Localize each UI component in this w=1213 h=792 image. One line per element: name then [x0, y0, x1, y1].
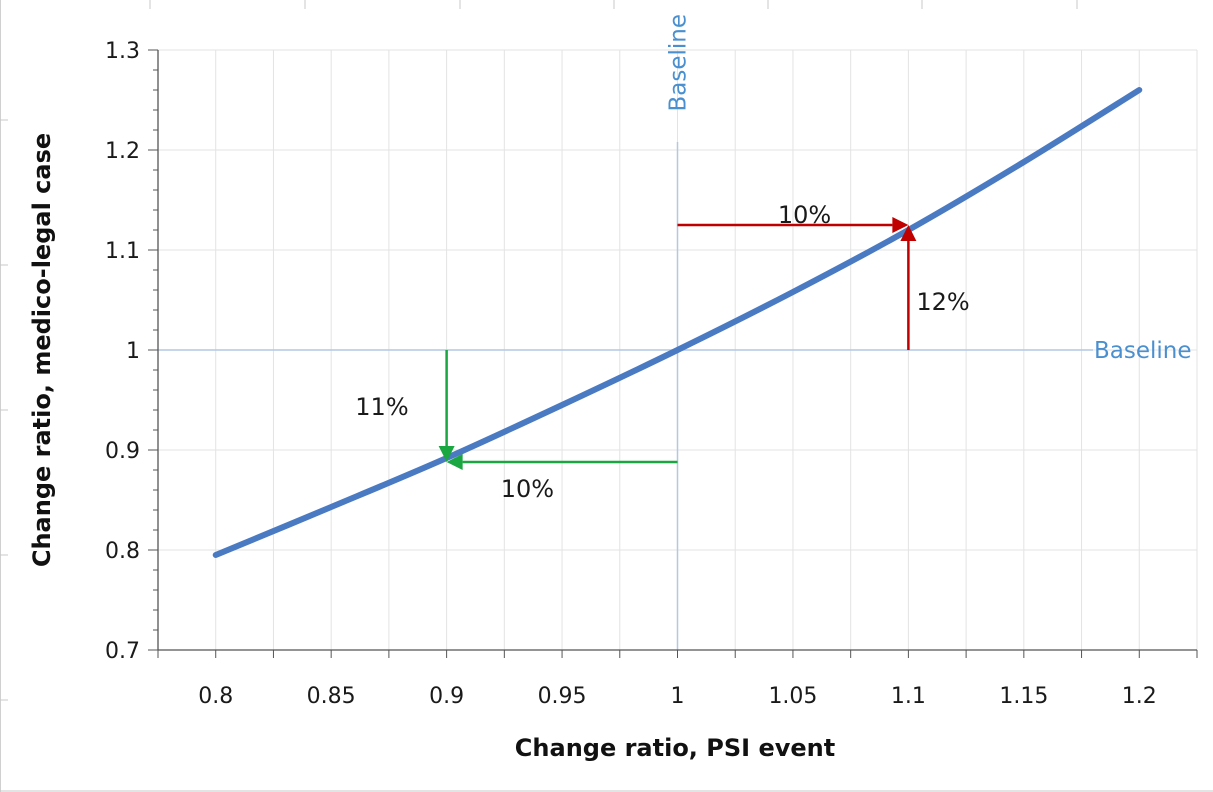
- annotation-label: 10%: [778, 201, 831, 229]
- x-tick-label: 1.15: [999, 684, 1048, 709]
- x-axis-title: Change ratio, PSI event: [515, 734, 835, 762]
- x-tick-label: 1: [671, 684, 685, 709]
- x-tick-label: 0.9: [429, 684, 464, 709]
- annotations: 10% 12% 10% 11%: [355, 201, 969, 503]
- annotation-arrow-head: [446, 454, 463, 470]
- annotation-label: 10%: [501, 475, 554, 503]
- baseline-horizontal-label: Baseline: [1094, 338, 1192, 364]
- baselines: Baseline Baseline: [158, 14, 1192, 650]
- y-tick-label: 0.9: [105, 439, 140, 464]
- y-tick-label: 1.3: [105, 39, 140, 64]
- annotation-label: 11%: [355, 393, 408, 421]
- y-tick-label: 0.7: [105, 639, 140, 664]
- labels: Change ratio, PSI event Change ratio, me…: [28, 133, 835, 762]
- y-tick-label: 1: [126, 339, 140, 364]
- x-tick-label: 1.1: [891, 684, 926, 709]
- axes: 0.7 0.8 0.9 1 1.1 1.2 1.3 0.8 0.85 0.9 0.95 1 1.05 1.…: [105, 39, 1198, 709]
- x-tick-label: 0.95: [538, 684, 587, 709]
- annotation-arrow-head: [892, 217, 909, 233]
- annotation-label: 12%: [916, 288, 969, 316]
- annotation-arrow-head: [900, 225, 917, 241]
- x-tick-label: 1.2: [1122, 684, 1157, 709]
- baseline-vertical-label: Baseline: [666, 14, 692, 112]
- y-axis-title: Change ratio, medico-legal case: [28, 133, 56, 567]
- y-tick-label: 1.2: [105, 139, 140, 164]
- x-tick-label: 0.8: [198, 684, 233, 709]
- annotation-arrow-head: [438, 446, 455, 462]
- y-tick-label: 0.8: [105, 539, 140, 564]
- x-tick-label: 0.85: [307, 684, 356, 709]
- y-tick-label: 1.1: [105, 239, 140, 264]
- x-tick-label: 1.05: [768, 684, 817, 709]
